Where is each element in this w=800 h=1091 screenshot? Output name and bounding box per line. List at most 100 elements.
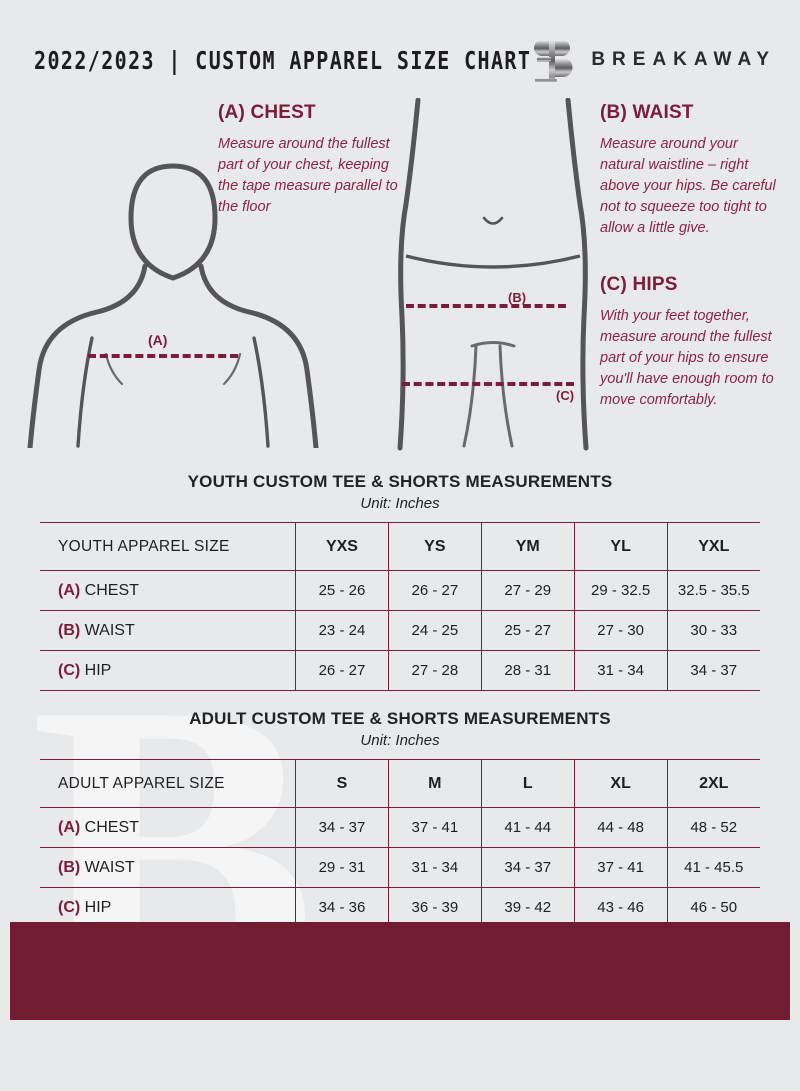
- youth-table-title: YOUTH CUSTOM TEE & SHORTS MEASUREMENTS: [187, 472, 613, 491]
- column-header: YXL: [666, 522, 760, 571]
- table-cell: 29 - 32.5: [573, 570, 668, 611]
- column-header: M: [387, 759, 482, 808]
- adult-table-unit: Unit: Inches: [360, 732, 440, 749]
- table-cell: 31 - 34: [573, 650, 668, 691]
- callout-waist-body: Measure around your natural waistline – …: [600, 136, 776, 237]
- callout-chest-body: Measure around the fullest part of your …: [218, 136, 398, 216]
- row-tag: (C): [58, 898, 81, 916]
- table-cell: 43 - 46: [573, 887, 668, 928]
- column-header: YS: [387, 522, 482, 571]
- table-cell: 31 - 34: [387, 847, 482, 888]
- chest-marker-label: (A): [148, 332, 168, 348]
- row-label-text: CHEST: [84, 581, 139, 599]
- breakaway-b-monogram-icon: [531, 36, 573, 84]
- row-label: (A) CHEST: [40, 807, 296, 848]
- row-tag: (A): [58, 581, 81, 599]
- adult-table-title: ADULT CUSTOM TEE & SHORTS MEASUREMENTS: [189, 709, 611, 728]
- callout-chest-heading: (A) CHEST: [218, 102, 316, 123]
- table-cell: 48 - 52: [666, 807, 760, 848]
- table-cell: 34 - 37: [480, 847, 575, 888]
- row-label: (C) HIP: [40, 887, 296, 928]
- column-header: YM: [480, 522, 575, 571]
- brand-lockup: BREAKAWAY: [531, 36, 776, 84]
- youth-table-unit: Unit: Inches: [360, 495, 440, 512]
- row-label: (C) HIP: [40, 650, 296, 691]
- row-label-text: HIP: [84, 898, 112, 916]
- hip-measure-line: [402, 382, 574, 386]
- adult-measurements-section: ADULT CUSTOM TEE & SHORTS MEASUREMENTS U…: [0, 709, 800, 928]
- table-cell: 37 - 41: [573, 847, 668, 888]
- table-row: (C) HIP 26 - 27 27 - 28 28 - 31 31 - 34 …: [40, 650, 760, 691]
- table-cell: 26 - 27: [295, 650, 389, 691]
- row-tag: (C): [58, 661, 81, 679]
- callout-chest: (A) CHEST Measure around the fullest par…: [218, 102, 398, 218]
- chest-measure-line: [88, 354, 238, 358]
- column-header: XL: [573, 759, 668, 808]
- waist-marker-label: (B): [508, 290, 527, 305]
- table-cell: 34 - 36: [295, 887, 389, 928]
- callout-hips-body: With your feet together, measure around …: [600, 308, 774, 409]
- table-cell: 46 - 50: [666, 887, 760, 928]
- row-tag: (A): [58, 818, 81, 836]
- table-cell: 30 - 33: [666, 610, 760, 651]
- table-cell: 26 - 27: [387, 570, 482, 611]
- youth-size-table: YOUTH APPAREL SIZE YXS YS YM YL YXL (A) …: [40, 522, 760, 691]
- row-tag: (B): [58, 621, 81, 639]
- hip-marker-label: (C): [556, 388, 575, 403]
- row-tag: (B): [58, 858, 81, 876]
- table-cell: 23 - 24: [295, 610, 389, 651]
- row-label-text: WAIST: [84, 858, 135, 876]
- table-cell: 41 - 45.5: [666, 847, 760, 888]
- adult-size-table: ADULT APPAREL SIZE S M L XL 2XL (A) CHES…: [40, 759, 760, 928]
- table-cell: 37 - 41: [387, 807, 482, 848]
- column-header: YL: [573, 522, 668, 571]
- table-row: (B) WAIST 29 - 31 31 - 34 34 - 37 37 - 4…: [40, 847, 760, 888]
- table-cell: 36 - 39: [387, 887, 482, 928]
- table-cell: 24 - 25: [387, 610, 482, 651]
- table-cell: 25 - 27: [480, 610, 575, 651]
- measurement-diagram: (A) (B) (C) (A) CHEST: [0, 94, 800, 454]
- table-cell: 34 - 37: [666, 650, 760, 691]
- callout-hips-heading: (C) HIPS: [600, 274, 678, 295]
- table-cell: 27 - 28: [387, 650, 482, 691]
- row-label-text: HIP: [84, 661, 112, 679]
- table-row: (B) WAIST 23 - 24 24 - 25 25 - 27 27 - 3…: [40, 610, 760, 651]
- brand-name: BREAKAWAY: [591, 49, 777, 70]
- row-label-text: CHEST: [84, 818, 139, 836]
- table-cell: 29 - 31: [295, 847, 389, 888]
- table-cell: 41 - 44: [480, 807, 575, 848]
- row-label-text: WAIST: [84, 621, 135, 639]
- torso-figure-icon: [18, 98, 378, 453]
- table-header-row: ADULT APPAREL SIZE S M L XL 2XL: [40, 759, 760, 808]
- row-label: (B) WAIST: [40, 610, 296, 651]
- table-cell: 44 - 48: [573, 807, 668, 848]
- callout-waist: (B) WAIST Measure around your natural wa…: [600, 102, 780, 239]
- table-cell: 34 - 37: [295, 807, 389, 848]
- table-cell: 27 - 30: [573, 610, 668, 651]
- waist-measure-line: [406, 304, 566, 308]
- column-header: YXS: [295, 522, 389, 571]
- table-cell: 39 - 42: [480, 887, 575, 928]
- column-header: S: [295, 759, 389, 808]
- column-header: 2XL: [666, 759, 760, 808]
- table-header-row: YOUTH APPAREL SIZE YXS YS YM YL YXL: [40, 522, 760, 571]
- lower-body-figure-icon: [388, 97, 598, 458]
- adult-size-header: ADULT APPAREL SIZE: [40, 759, 296, 808]
- footer-banner: [10, 922, 790, 1020]
- table-cell: 27 - 29: [480, 570, 575, 611]
- table-cell: 28 - 31: [480, 650, 575, 691]
- page-title: 2022/2023 | CUSTOM APPAREL SIZE CHART: [34, 45, 532, 75]
- page-header: 2022/2023 | CUSTOM APPAREL SIZE CHART: [0, 0, 800, 84]
- youth-measurements-section: YOUTH CUSTOM TEE & SHORTS MEASUREMENTS U…: [0, 472, 800, 691]
- callout-hips: (C) HIPS With your feet together, measur…: [600, 274, 780, 411]
- table-cell: 25 - 26: [295, 570, 389, 611]
- table-cell: 32.5 - 35.5: [666, 570, 760, 611]
- column-header: L: [480, 759, 575, 808]
- callout-waist-heading: (B) WAIST: [600, 102, 694, 123]
- row-label: (B) WAIST: [40, 847, 296, 888]
- youth-size-header: YOUTH APPAREL SIZE: [40, 522, 296, 571]
- size-chart-page: 2022/2023 | CUSTOM APPAREL SIZE CHART: [0, 0, 800, 928]
- table-row: (C) HIP 34 - 36 36 - 39 39 - 42 43 - 46 …: [40, 887, 760, 928]
- row-label: (A) CHEST: [40, 570, 296, 611]
- table-row: (A) CHEST 25 - 26 26 - 27 27 - 29 29 - 3…: [40, 570, 760, 611]
